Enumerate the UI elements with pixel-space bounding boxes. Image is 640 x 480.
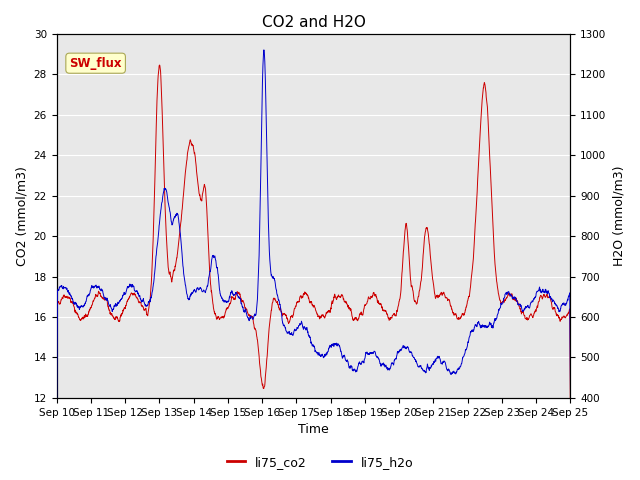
Y-axis label: CO2 (mmol/m3): CO2 (mmol/m3) <box>15 166 28 266</box>
Text: SW_flux: SW_flux <box>69 57 122 70</box>
X-axis label: Time: Time <box>298 423 329 436</box>
Title: CO2 and H2O: CO2 and H2O <box>262 15 365 30</box>
Y-axis label: H2O (mmol/m3): H2O (mmol/m3) <box>612 166 625 266</box>
Legend: li75_co2, li75_h2o: li75_co2, li75_h2o <box>221 451 419 474</box>
